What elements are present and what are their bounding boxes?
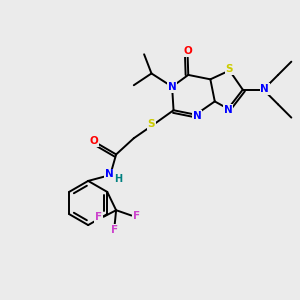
- Text: H: H: [114, 174, 123, 184]
- Text: N: N: [260, 84, 269, 94]
- Text: O: O: [183, 46, 192, 56]
- Text: N: N: [224, 105, 233, 115]
- Text: F: F: [111, 225, 118, 235]
- Text: F: F: [95, 212, 102, 222]
- Text: O: O: [90, 136, 98, 146]
- Text: N: N: [105, 169, 114, 179]
- Text: N: N: [193, 111, 202, 121]
- Text: S: S: [226, 64, 233, 74]
- Text: N: N: [168, 82, 176, 92]
- Text: S: S: [148, 119, 155, 129]
- Text: F: F: [133, 211, 140, 220]
